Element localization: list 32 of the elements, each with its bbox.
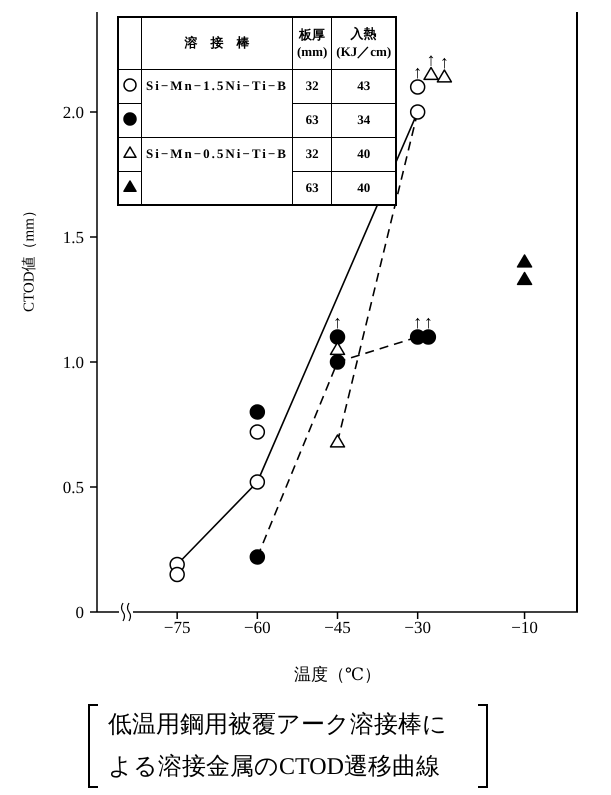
x-tick-label: −45 (324, 618, 351, 638)
x-tick-label: −75 (164, 618, 190, 638)
annotation: ↑ (426, 50, 436, 70)
legend-label: Si−Mn−1.5Ni−Ti−B (142, 69, 292, 137)
annotation: 入熱 (KJ／cm) (332, 17, 396, 69)
annotation: ↑ (413, 62, 422, 82)
annotation: ↑ (413, 312, 422, 332)
legend-label: Si−Mn−0.5Ni−Ti−B (142, 137, 292, 205)
annotation: 34 (332, 103, 396, 137)
annotation: 40 (332, 137, 396, 171)
y-tick-label: 0 (76, 602, 84, 622)
legend-title: 溶 接 棒 (142, 17, 292, 69)
annotation: 32 (292, 69, 332, 103)
y-tick-label: 1.5 (62, 228, 84, 247)
annotation: ↑ (333, 312, 342, 332)
annotation: 63 (292, 103, 332, 137)
y-tick-label: 2.0 (62, 102, 84, 122)
x-tick-label: −10 (511, 618, 538, 638)
annotation: 43 (332, 69, 396, 103)
annotation: ↑ (440, 52, 449, 72)
y-tick-label: 0.5 (62, 478, 84, 497)
x-tick-label: −30 (404, 618, 431, 638)
annotation: 40 (332, 171, 396, 205)
annotation: 32 (292, 137, 332, 171)
x-axis-title: 温度（℃） (294, 665, 382, 684)
y-axis-title: CTOD値（mm） (20, 203, 38, 312)
annotation: ↑ (424, 312, 433, 332)
y-tick-label: 1.0 (62, 352, 84, 372)
annotation: 63 (292, 171, 332, 205)
annotation: 板厚 (mm) (292, 17, 332, 69)
x-tick-label: −60 (244, 618, 271, 638)
text: 低温用鋼用被覆アーク溶接棒による溶接金属のCTOD遷移曲線 (107, 710, 448, 782)
